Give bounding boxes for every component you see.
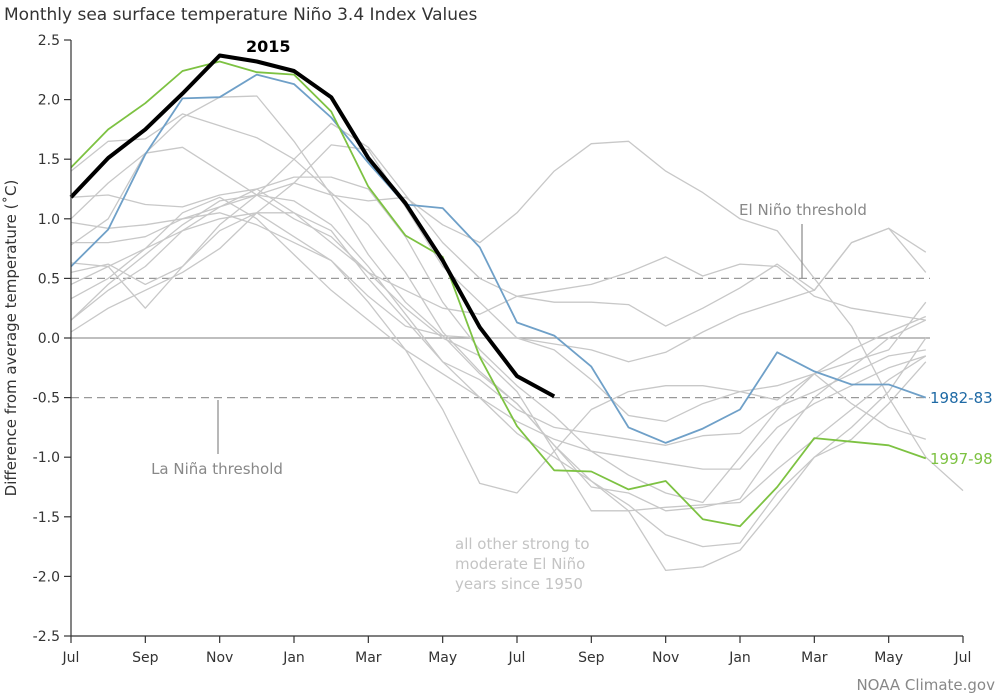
x-tick-label: Sep — [132, 650, 159, 666]
x-tick-label: Sep — [578, 650, 605, 666]
series-line-1982-83 — [70, 73, 927, 444]
other-year-line-0 — [70, 95, 927, 512]
x-tick-label: Mar — [355, 650, 382, 666]
other-year-line-8 — [70, 212, 927, 363]
el-nino-threshold-label: El Niño threshold — [739, 201, 867, 219]
x-tick-label: May — [428, 650, 457, 666]
other-year-line-7 — [71, 140, 964, 492]
other-year-line-11 — [70, 196, 926, 470]
x-tick-label: Jan — [728, 650, 751, 666]
la-nina-threshold-label: La Niña threshold — [151, 460, 283, 478]
y-tick-label: 2.0 — [38, 93, 60, 109]
x-tick-label: Jul — [62, 650, 80, 666]
y-tick-label: -0.5 — [33, 391, 60, 407]
other-year-line-5 — [70, 176, 927, 504]
other-years-label-line-3: years since 1950 — [455, 575, 583, 593]
y-tick-label: -1.0 — [33, 450, 60, 466]
y-axis-label: Difference from average temperature (˚C) — [2, 180, 20, 497]
y-tick-label: 1.0 — [38, 212, 60, 228]
x-tick-label: Nov — [206, 650, 233, 666]
other-year-line-9 — [70, 212, 926, 446]
other-year-line-2 — [70, 146, 926, 321]
other-year-line-3 — [70, 144, 926, 440]
series-line-2015 — [69, 53, 556, 399]
other-years-label-line-1: all other strong to — [455, 535, 590, 553]
y-tick-label: -2.5 — [33, 629, 60, 645]
other-year-line-1 — [70, 113, 927, 548]
y-tick-label: 2.5 — [38, 33, 60, 49]
series-line-1997-98 — [70, 60, 927, 528]
x-tick-label: Jan — [282, 650, 305, 666]
y-tick-label: 0.0 — [38, 331, 60, 347]
other-year-line-12 — [70, 188, 927, 512]
other-years-label-line-2: moderate El Niño — [455, 555, 585, 573]
series-label-1982-83: 1982-83 — [930, 389, 993, 407]
y-tick-label: 0.5 — [38, 271, 60, 287]
other-year-line-6 — [70, 194, 927, 572]
y-tick-label: -2.0 — [33, 569, 60, 585]
other-year-line-4 — [70, 122, 927, 327]
x-tick-label: Jul — [508, 650, 526, 666]
x-tick-label: May — [874, 650, 903, 666]
credit: NOAA Climate.gov — [856, 676, 995, 694]
chart-title: Monthly sea surface temperature Niño 3.4… — [4, 5, 477, 25]
x-tick-label: Jul — [954, 650, 972, 666]
y-tick-label: 1.5 — [38, 152, 60, 168]
series-label-1997-98: 1997-98 — [930, 450, 993, 468]
y-tick-label: -1.5 — [33, 510, 60, 526]
series-label-2015: 2015 — [246, 37, 291, 56]
x-tick-label: Mar — [801, 650, 828, 666]
other-year-line-10 — [70, 212, 927, 494]
x-tick-label: Nov — [652, 650, 679, 666]
